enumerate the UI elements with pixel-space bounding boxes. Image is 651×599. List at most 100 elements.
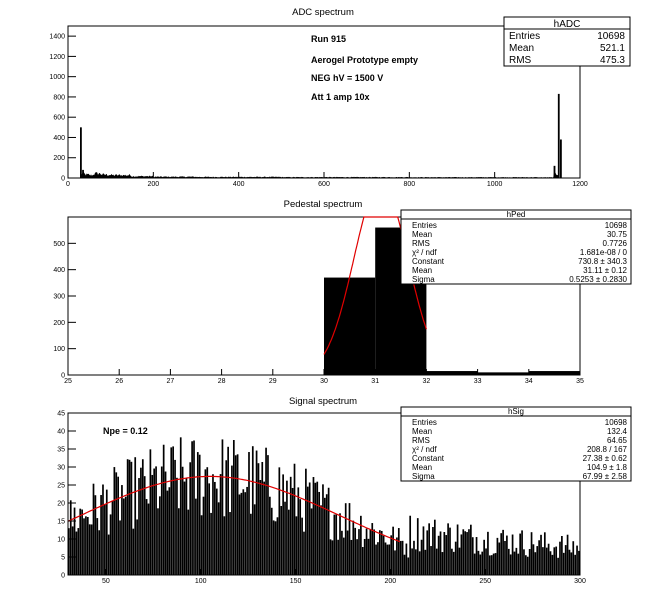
signal-bar — [405, 543, 408, 575]
pedestal-panel: Pedestal spectrum 25 26 27 28 29 30 31 32 33 34 35… — [53, 199, 632, 385]
signal-bar — [81, 509, 83, 575]
signal-bar — [155, 466, 157, 575]
signal-bar — [538, 540, 540, 575]
signal-bar — [521, 530, 523, 575]
signal-bar — [559, 541, 561, 575]
signal-bar — [232, 440, 235, 575]
signal-bar — [350, 539, 353, 575]
signal-bar — [367, 538, 370, 575]
x-tick-label: 1000 — [487, 181, 503, 188]
adc-frame — [67, 25, 581, 179]
signal-bar — [269, 496, 271, 575]
signal-bar — [202, 496, 205, 575]
y-tick-label: 25 — [57, 483, 65, 490]
signal-bar — [422, 526, 425, 575]
signal-bar — [447, 523, 449, 575]
signal-bar — [532, 544, 535, 575]
signal-bar — [140, 467, 142, 575]
signal-bar — [488, 555, 491, 575]
signal-bar — [119, 520, 121, 575]
signal-bar — [257, 463, 260, 575]
signal-bar — [502, 529, 504, 575]
y-tick-label: 200 — [53, 155, 65, 162]
signal-bar — [157, 508, 159, 575]
stat-value: 30.75 — [607, 230, 628, 239]
signal-bar — [525, 555, 527, 575]
signal-bar — [479, 554, 482, 575]
signal-bar — [384, 542, 387, 575]
signal-bar — [122, 498, 125, 575]
signal-bar — [221, 439, 224, 575]
adc-detector-label: Aerogel Prototype empty — [311, 55, 418, 65]
signal-bar — [85, 516, 87, 575]
signal-bar — [117, 476, 119, 575]
signal-bar — [477, 550, 480, 575]
signal-bar — [496, 537, 499, 575]
stat-value: 1.681e-08 / 0 — [580, 248, 628, 257]
signal-bar — [174, 459, 176, 575]
x-tick-label: 1200 — [572, 181, 588, 188]
signal-bar — [399, 540, 402, 575]
signal-bar — [69, 500, 72, 575]
adc-run-label: Run 915 — [311, 34, 346, 44]
signal-bar — [432, 527, 434, 575]
signal-bar — [352, 520, 355, 575]
x-tick-label: 31 — [371, 378, 379, 385]
signal-bar — [204, 469, 207, 575]
adc-bar — [553, 165, 556, 178]
signal-bar — [113, 467, 116, 575]
signal-fit-curve — [67, 475, 401, 543]
signal-bar — [517, 553, 520, 575]
signal-bar — [145, 499, 148, 575]
signal-bar — [557, 557, 559, 575]
signal-bar — [322, 484, 324, 575]
signal-bar — [348, 503, 351, 575]
signal-bar — [515, 547, 518, 575]
signal-bar — [511, 534, 514, 575]
signal-bar — [225, 460, 228, 575]
y-tick-label: 45 — [57, 411, 65, 418]
y-tick-label: 800 — [53, 94, 65, 101]
y-tick-label: 400 — [53, 267, 65, 274]
signal-bar — [231, 465, 233, 575]
adc-stats-box: hADC Entries 10698 Mean 521.1 RMS 475.3 — [503, 16, 631, 67]
signal-bar — [270, 507, 273, 575]
x-tick-label: 50 — [102, 578, 110, 585]
signal-bar — [572, 541, 575, 575]
signal-bar — [373, 529, 375, 575]
x-tick-label: 30 — [320, 378, 328, 385]
adc-bar — [560, 139, 562, 178]
pedestal-bar — [528, 371, 580, 375]
signal-bar — [492, 553, 495, 575]
signal-bar — [208, 483, 211, 575]
adc-bar — [82, 169, 84, 178]
stat-label: Constant — [412, 454, 445, 463]
signal-bar — [460, 534, 463, 575]
signal-stats-box: hSig Entries 10698 Mean 132.4 RMS 64.65 χ² / n… — [400, 406, 632, 482]
x-tick-label: 28 — [218, 378, 226, 385]
signal-bar — [100, 495, 102, 575]
signal-bar — [200, 515, 203, 575]
signal-bar — [464, 531, 467, 575]
signal-bar — [250, 513, 252, 575]
signal-bar — [98, 530, 101, 575]
stat-value: 10698 — [605, 418, 628, 427]
signal-bar — [320, 505, 322, 575]
signal-bar — [170, 447, 173, 575]
y-tick-label: 300 — [53, 294, 65, 301]
signal-bar — [547, 543, 550, 575]
signal-bar — [327, 487, 330, 575]
signal-bar — [342, 537, 345, 575]
x-tick-label: 800 — [403, 181, 415, 188]
signal-bar — [79, 508, 82, 575]
signal-bar — [278, 467, 281, 575]
y-tick-label: 1000 — [49, 74, 65, 81]
signal-bar — [536, 546, 539, 575]
signal-bar — [272, 520, 275, 575]
signal-bar — [107, 534, 110, 575]
signal-bar — [509, 554, 512, 575]
y-tick-label: 1400 — [49, 34, 65, 41]
x-tick-label: 34 — [525, 378, 533, 385]
adc-bars — [80, 93, 562, 179]
